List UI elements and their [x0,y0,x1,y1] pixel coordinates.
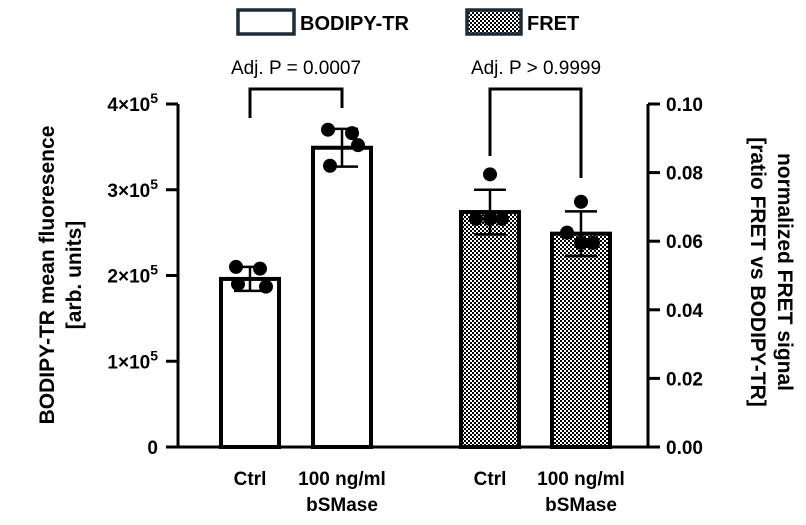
right-tick-label: 0.02 [666,369,703,390]
category-label: Ctrl [234,469,267,490]
right-axis-title: normalized FRET signal [ratio FRET vs BO… [746,137,796,407]
bar [311,145,373,449]
data-point [345,126,359,141]
comparison-brackets: Adj. P = 0.0007 Adj. P > 0.9999 [231,58,601,178]
legend: BODIPY-TR FRET [236,8,579,36]
bar [459,210,521,449]
left-axis-title-line2: [arb. units] [63,221,86,330]
bracket-fret [488,87,583,178]
legend-swatch-bodipy [236,8,296,36]
right-tick-label: 0.10 [666,95,703,116]
legend-label-fret: FRET [527,13,579,35]
category-label: 100 ng/ml [537,469,625,490]
category-labels: Ctrl 100 ng/ml bSMase Ctrl 100 ng/ml bSMase [234,469,625,516]
data-point [351,138,365,153]
bar [219,276,281,449]
right-axis-title-line2: [ratio FRET vs BODIPY-TR] [746,137,769,407]
data-point [483,211,497,226]
data-point [495,211,509,226]
left-tick-label: 2×105 [107,262,158,288]
left-tick-label: 1×105 [107,347,158,373]
data-point [253,261,267,276]
bar [550,231,612,449]
data-point [321,122,335,137]
left-tick-label: 3×105 [107,176,158,202]
data-point [229,259,243,274]
left-axis-title-line1: BODIPY-TR mean fluoresence [36,126,59,425]
left-axis-title: BODIPY-TR mean fluoresence [arb. units] [36,126,86,425]
category-label: 100 ng/ml [298,469,386,490]
data-point [259,279,273,294]
left-tick-label: 0 [147,438,158,459]
right-tick-label: 0.04 [666,301,703,322]
error-bars [234,127,597,293]
data-point [231,277,245,292]
right-tick-label: 0.00 [666,438,703,459]
pvalue-fret: Adj. P > 0.9999 [471,58,601,79]
data-point [469,211,483,226]
bars [219,145,612,449]
legend-label-bodipy: BODIPY-TR [300,13,409,35]
right-axis-ticks: 0.00 0.02 0.04 0.06 0.08 0.10 [648,95,703,459]
pvalue-bodipy: Adj. P = 0.0007 [231,58,361,79]
data-point [574,235,588,250]
left-axis-ticks: 0 1×105 2×105 3×105 4×105 [107,90,178,459]
left-tick-label: 4×105 [107,90,158,116]
data-point [560,225,574,240]
category-label-line2: bSMase [306,495,378,516]
bracket-bodipy [248,87,344,118]
right-axis-title-line1: normalized FRET signal [773,153,796,391]
data-points [229,122,600,294]
data-point [586,235,600,250]
data-point [323,158,337,173]
right-tick-label: 0.06 [666,232,703,253]
category-label-line2: bSMase [545,495,617,516]
legend-swatch-fret [465,8,523,36]
right-tick-label: 0.08 [666,164,703,185]
category-label: Ctrl [474,469,507,490]
data-point [483,167,497,182]
data-point [574,194,588,209]
